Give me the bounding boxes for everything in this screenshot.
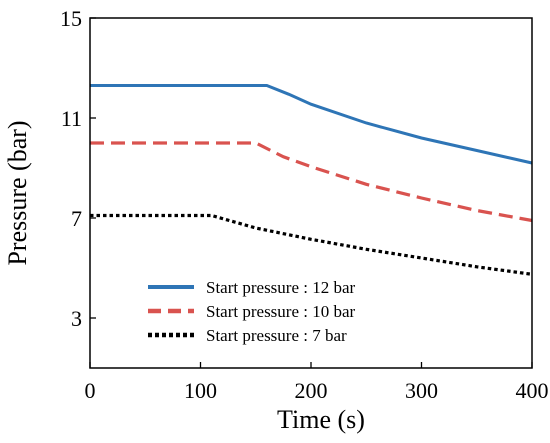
y-axis-title: Pressure (bar) — [3, 120, 32, 265]
y-tick-label: 3 — [71, 306, 82, 331]
y-tick-label: 7 — [71, 206, 82, 231]
legend: Start pressure : 12 bar Start pressure : … — [148, 278, 356, 345]
series-line-dotted — [90, 213, 533, 276]
legend-label: Start pressure : 7 bar — [206, 326, 347, 345]
x-tick-label: 300 — [405, 378, 438, 403]
y-tick-label: 15 — [60, 6, 82, 31]
y-tick-label: 11 — [61, 106, 82, 131]
x-axis-title: Time (s) — [277, 405, 365, 434]
x-tick-label: 100 — [184, 378, 217, 403]
x-tick-label: 400 — [516, 378, 549, 403]
series-line-dashed — [90, 141, 533, 223]
x-tick-label: 200 — [295, 378, 328, 403]
legend-label: Start pressure : 10 bar — [206, 302, 356, 321]
series-layer — [90, 84, 533, 276]
plot-frame — [89, 17, 533, 369]
x-tick-label: 0 — [85, 378, 96, 403]
series-line-solid — [90, 84, 533, 165]
legend-label: Start pressure : 12 bar — [206, 278, 356, 297]
